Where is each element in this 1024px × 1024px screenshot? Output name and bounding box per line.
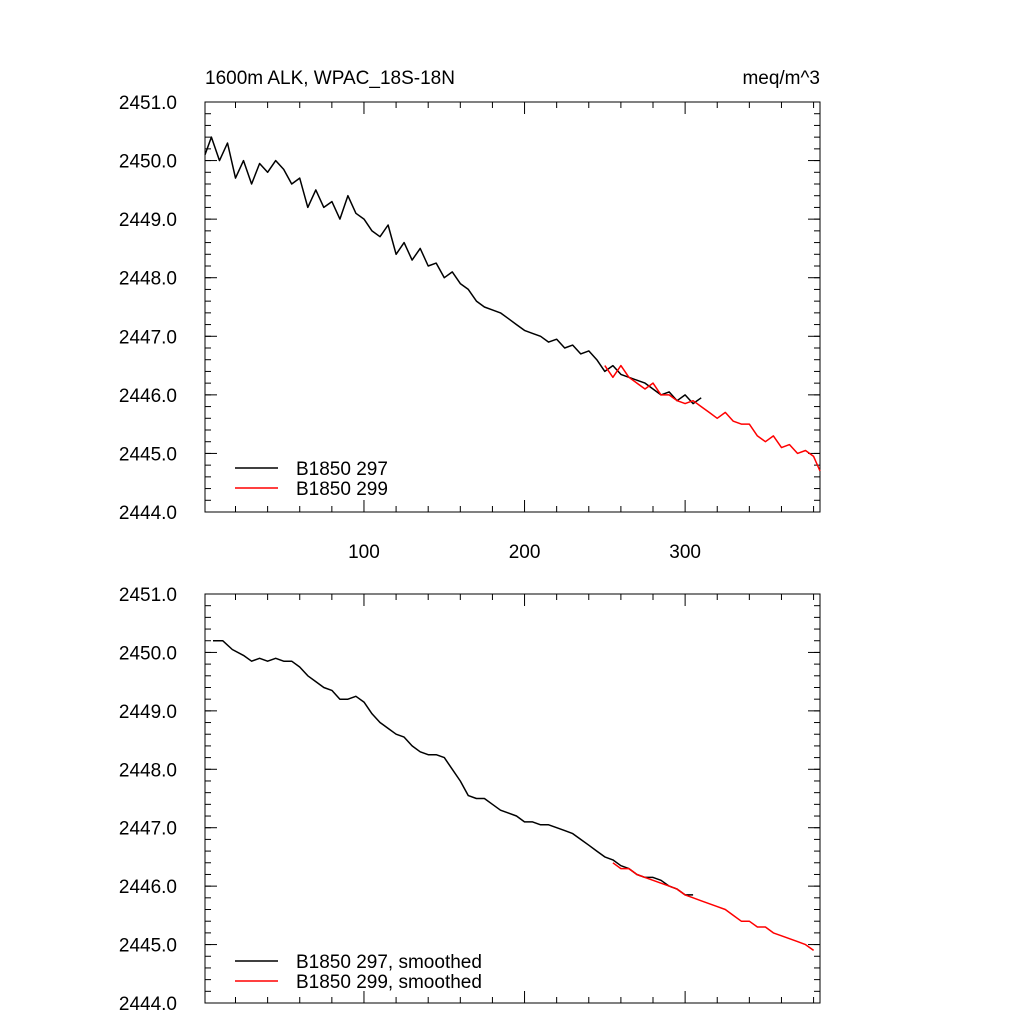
- y-tick-label: 2444.0: [119, 994, 177, 1015]
- legend-label: B1850 297: [296, 459, 388, 480]
- y-tick-label: 2444.0: [119, 503, 177, 524]
- series-line: [612, 862, 815, 952]
- y-tick-label: 2445.0: [119, 936, 177, 957]
- legend-label: B1850 299, smoothed: [296, 972, 482, 993]
- y-tick-label: 2448.0: [119, 269, 177, 290]
- series-line: [213, 639, 694, 896]
- chart-title: 1600m ALK, WPAC_18S-18N: [205, 68, 455, 89]
- x-tick-label: 200: [509, 542, 541, 563]
- legend-label: B1850 299: [296, 479, 388, 500]
- top-panel: 2444.0 2445.0 2446.0 2447.0 2448.0 2449.0 2450…: [119, 93, 821, 563]
- x-tick-label: 300: [669, 542, 701, 563]
- y-tick-label: 2449.0: [119, 702, 177, 723]
- y-tick-label: 2451.0: [119, 93, 177, 114]
- y-tick-label: 2449.0: [119, 210, 177, 231]
- plot-frame: [204, 101, 821, 513]
- y-tick-label: 2447.0: [119, 819, 177, 840]
- legend-label: B1850 297, smoothed: [296, 952, 482, 973]
- y-tick-label: 2447.0: [119, 327, 177, 348]
- series-line: [604, 364, 821, 472]
- y-tick-label: 2451.0: [119, 585, 177, 606]
- y-tick-label: 2446.0: [119, 386, 177, 407]
- y-tick-label: 2448.0: [119, 760, 177, 781]
- y-tick-label: 2450.0: [119, 643, 177, 664]
- chart-units: meq/m^3: [742, 68, 820, 89]
- plot-frame: [204, 593, 821, 1004]
- bottom-panel: 2444.0 2445.0 2446.0 2447.0 2448.0 2449.0 2450…: [119, 585, 821, 1015]
- y-tick-label: 2445.0: [119, 444, 177, 465]
- x-tick-label: 100: [348, 542, 380, 563]
- y-tick-label: 2446.0: [119, 877, 177, 898]
- y-tick-label: 2450.0: [119, 152, 177, 173]
- series-line: [204, 136, 702, 405]
